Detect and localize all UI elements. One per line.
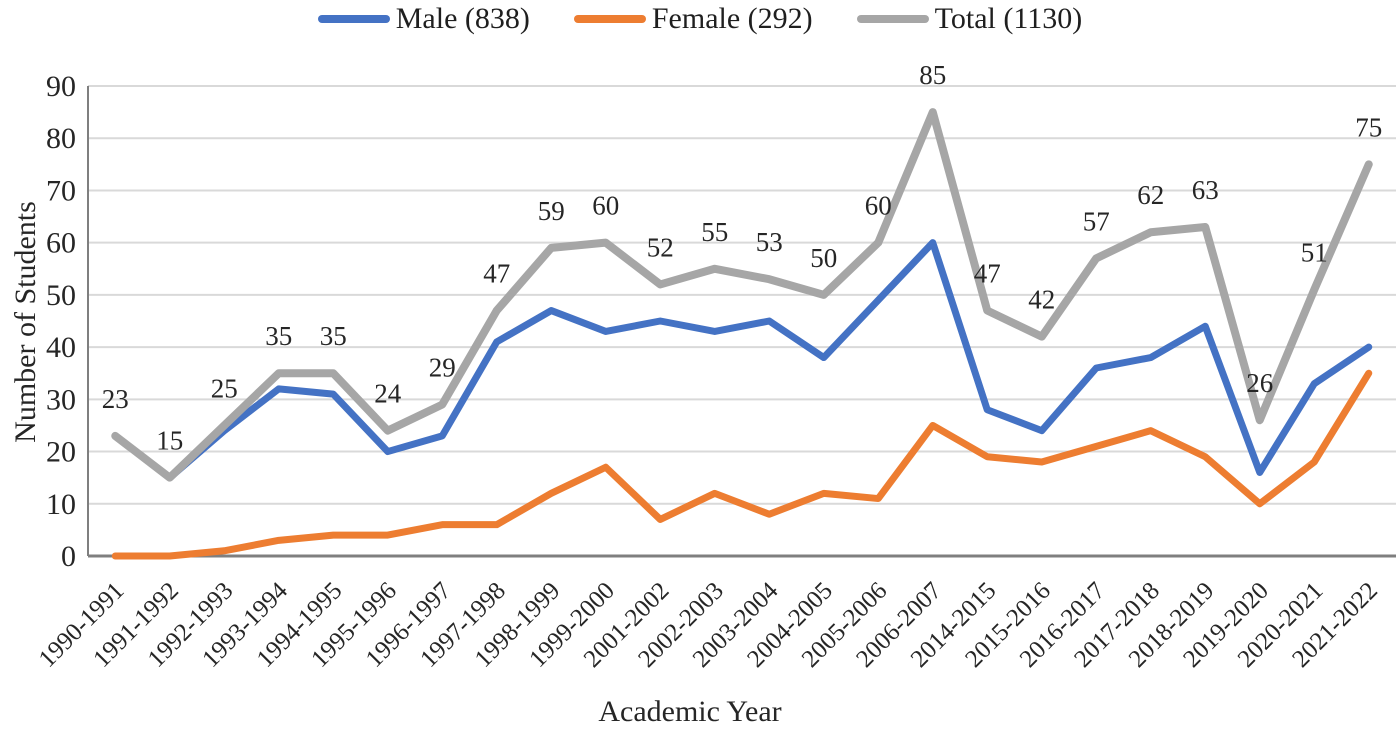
y-tick-label: 10 — [46, 488, 76, 521]
data-label: 62 — [1137, 180, 1164, 210]
series-line-total — [111, 108, 1373, 482]
y-tick-label: 30 — [46, 383, 76, 416]
data-label: 25 — [211, 373, 238, 403]
data-label: 23 — [102, 384, 129, 414]
y-tick-label: 80 — [46, 122, 76, 155]
y-axis-title: Number of Students — [9, 201, 42, 443]
legend-item-male: Male (838) — [317, 2, 530, 35]
series-line-female — [111, 369, 1373, 560]
data-label: 35 — [320, 321, 347, 351]
series-line-male — [111, 239, 1373, 482]
data-label: 15 — [156, 426, 183, 456]
y-tick-label: 50 — [46, 279, 76, 312]
y-tick-label: 90 — [46, 70, 76, 103]
data-label: 47 — [974, 259, 1001, 289]
data-label: 85 — [919, 60, 946, 90]
data-label: 42 — [1028, 285, 1055, 315]
legend-swatch-male — [317, 15, 390, 23]
legend-label-total: Total (1130) — [934, 2, 1083, 35]
legend-item-female: Female (292) — [573, 2, 813, 35]
data-label: 52 — [647, 232, 674, 262]
x-axis-title: Academic Year — [598, 695, 782, 728]
legend-label-male: Male (838) — [395, 2, 530, 35]
data-label: 24 — [374, 379, 402, 409]
legend-swatch-female — [573, 15, 646, 23]
data-label: 60 — [592, 191, 619, 221]
y-tick-label: 60 — [46, 227, 76, 260]
y-tick-label: 20 — [46, 436, 76, 469]
data-label: 63 — [1192, 175, 1219, 205]
data-label: 35 — [265, 321, 292, 351]
data-label: 51 — [1301, 238, 1328, 268]
data-label: 59 — [538, 196, 565, 226]
legend-label-female: Female (292) — [651, 2, 813, 35]
y-tick-label: 40 — [46, 331, 76, 364]
y-tick-label: 0 — [61, 540, 76, 573]
legend-item-total: Total (1130) — [856, 2, 1083, 35]
data-label: 29 — [429, 353, 456, 383]
data-label: 26 — [1246, 368, 1273, 398]
legend: Male (838) Female (292) Total (1130) — [0, 0, 1400, 38]
y-tick-label: 70 — [46, 174, 76, 207]
data-label: 50 — [810, 243, 837, 273]
data-label: 57 — [1083, 206, 1110, 236]
data-label: 53 — [756, 227, 783, 257]
legend-swatch-total — [856, 15, 929, 23]
data-label: 60 — [865, 191, 892, 221]
data-label: 75 — [1355, 112, 1382, 142]
data-label: 55 — [701, 217, 728, 247]
data-label: 47 — [483, 259, 510, 289]
